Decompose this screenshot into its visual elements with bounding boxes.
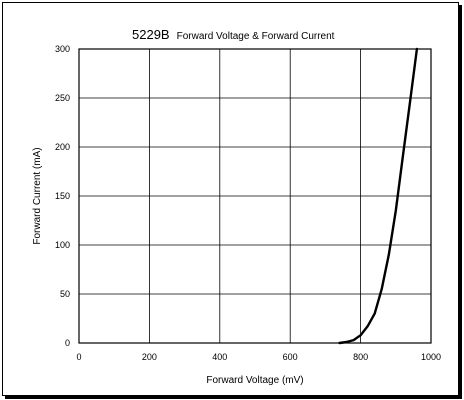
x-tick-label: 600 [283,352,298,362]
y-tick-label: 150 [55,191,70,201]
y-tick-label: 200 [55,142,70,152]
x-tick-labels: 0 200 400 600 800 1000 [76,352,441,362]
y-tick-labels: 0 50 100 150 200 250 300 [55,44,70,348]
chart-frame [2,2,459,396]
x-tick-label: 400 [212,352,227,362]
x-tick-label: 1000 [421,352,441,362]
chart-title: 5229B Forward Voltage & Forward Current [132,26,335,43]
series-group [338,47,419,345]
chart-title-suffix: Forward Voltage & Forward Current [177,31,335,42]
y-tick-label: 250 [55,93,70,103]
x-axis-label: Forward Voltage (mV) [206,375,303,386]
y-tick-label: 300 [55,44,70,54]
chart-title-part: 5229B [132,27,170,42]
x-tick-label: 0 [76,352,81,362]
y-axis-label: Forward Current (mA) [32,147,43,244]
y-tick-label: 100 [55,240,70,250]
x-tick-label: 800 [353,352,368,362]
x-tick-label: 200 [142,352,157,362]
series-line [338,47,419,345]
y-tick-label: 50 [60,289,70,299]
plot-area-border [78,48,432,344]
y-tick-label: 0 [65,338,70,348]
